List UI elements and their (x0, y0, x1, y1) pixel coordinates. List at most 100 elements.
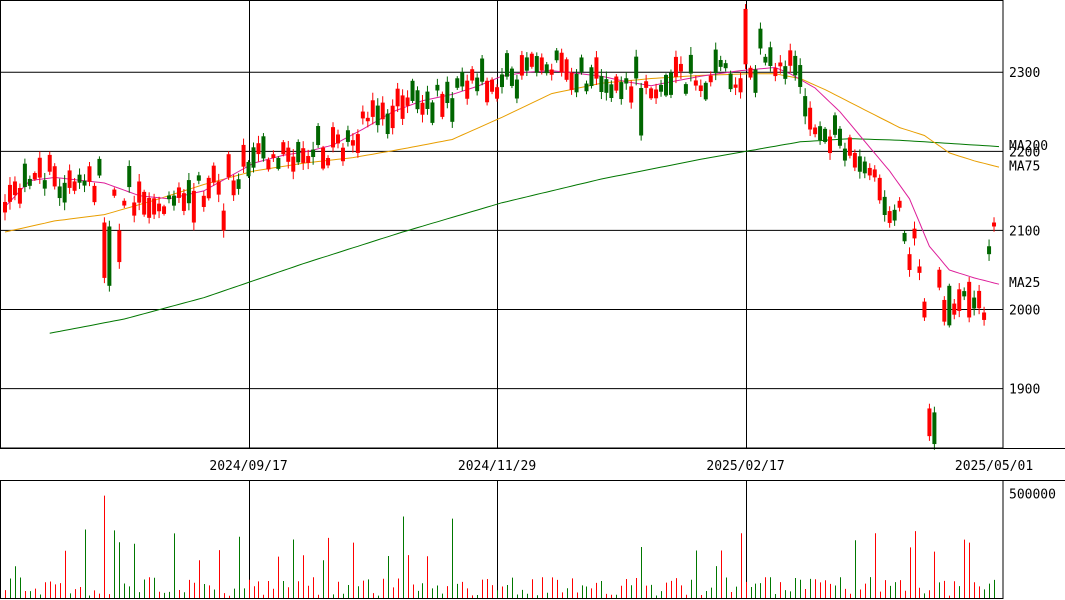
candle-body (365, 117, 370, 122)
candle-body (877, 177, 882, 201)
candle-body (823, 128, 828, 142)
candle-body (147, 197, 152, 218)
candle-body (470, 69, 475, 81)
candle-body (927, 408, 932, 437)
candle-body (127, 166, 132, 188)
candle-body (514, 79, 519, 99)
candle-body (619, 82, 624, 100)
candle-body (614, 76, 619, 91)
candle-body (186, 180, 191, 204)
candle-body (862, 161, 867, 174)
candle-body (370, 100, 375, 117)
candle-body (847, 137, 852, 156)
candle-body (246, 161, 251, 177)
candle-body (987, 246, 992, 255)
candle-body (435, 84, 440, 91)
candle-body (251, 147, 256, 168)
date-tick-label: 2025/02/17 (706, 459, 784, 474)
candle-body (375, 105, 380, 126)
candle-body (982, 312, 987, 320)
price-tick-label: 2100 (1009, 224, 1040, 239)
candle-body (718, 60, 723, 67)
candle-body (157, 203, 162, 212)
candle-body (52, 166, 57, 187)
candle-body (495, 87, 500, 99)
candle-body (793, 55, 798, 76)
candle-body (783, 66, 788, 79)
candle-body (420, 102, 425, 115)
candle-body (857, 156, 862, 172)
candle-body (137, 181, 142, 203)
candle-body (788, 50, 793, 66)
candle-body (236, 179, 241, 189)
candle-body (599, 76, 604, 93)
candle-body (181, 193, 186, 211)
candle-body (654, 89, 659, 99)
candle-body (564, 59, 569, 80)
candle-body (668, 72, 673, 95)
candle-body (932, 412, 937, 445)
candle-body (634, 56, 639, 79)
ma-label: MA75 (1009, 160, 1040, 175)
candle-body (604, 79, 609, 93)
volume-tick-label: 500000 (1009, 488, 1056, 503)
candle-body (400, 95, 405, 119)
candle-body (957, 289, 962, 311)
candle-body (977, 290, 982, 309)
candle-body (256, 143, 261, 155)
price-tick-label: 1900 (1009, 383, 1040, 398)
candle-body (937, 269, 942, 288)
candle-body (872, 169, 877, 178)
candle-body (102, 222, 107, 278)
candle-body (867, 167, 872, 176)
candle-body (818, 126, 823, 141)
candle-body (882, 196, 887, 215)
candle-body (82, 180, 87, 186)
candle-body (504, 53, 509, 77)
candle-body (952, 303, 957, 315)
candle-body (589, 67, 594, 87)
candle-body (231, 180, 236, 196)
candle-body (490, 79, 495, 92)
candle-body (500, 74, 504, 88)
candle-body (758, 28, 763, 49)
candle-body (683, 84, 688, 94)
candle-body (967, 281, 972, 318)
candle-body (629, 86, 634, 103)
candle-body (72, 181, 77, 191)
candle-body (728, 73, 733, 90)
price-tick-label: 2200 (1009, 145, 1040, 160)
candle-body (335, 134, 340, 144)
candle-body (942, 299, 947, 322)
candle-body (748, 67, 753, 78)
candle-body (579, 57, 584, 72)
candle-body (460, 72, 465, 87)
candle-body (808, 107, 813, 130)
candle-body (395, 88, 400, 107)
candle-body (152, 198, 157, 215)
date-tick-label: 2024/11/29 (458, 459, 536, 474)
candle-body (321, 147, 326, 169)
candle-body (331, 127, 336, 148)
candle-body (907, 254, 912, 270)
candle-body (132, 202, 137, 216)
candle-body (529, 53, 534, 67)
candle-body (425, 91, 430, 109)
ma-label: MA200 (1009, 139, 1048, 154)
candle-body (221, 210, 226, 231)
candle-body (87, 166, 92, 182)
candle-body (176, 187, 181, 198)
candle-body (3, 201, 7, 213)
candle-body (519, 55, 524, 76)
ma75-line (4, 73, 1000, 233)
candle-body (673, 56, 678, 77)
candle-body (743, 8, 748, 65)
candle-body (440, 93, 445, 117)
date-tick-label: 2024/09/17 (209, 459, 287, 474)
candle-body (385, 113, 390, 135)
candle-body (32, 172, 37, 180)
candle-body (698, 85, 703, 92)
candle-body (350, 140, 355, 146)
candle-body (574, 73, 579, 93)
candle-body (241, 144, 246, 167)
